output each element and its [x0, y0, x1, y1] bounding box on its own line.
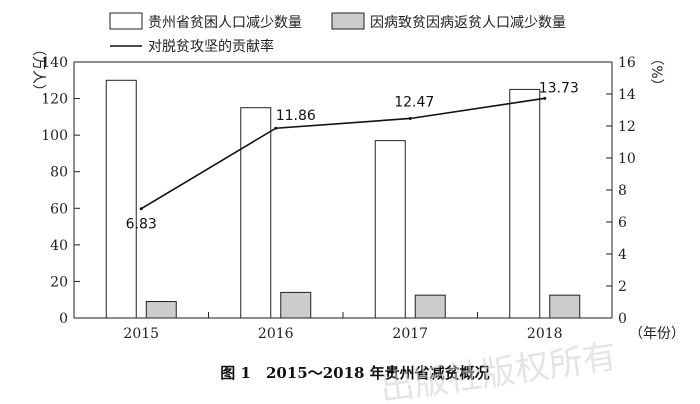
legend-label-illness: 因病致贫因病返贫人口减少数量 — [370, 15, 566, 31]
left-axis-unit: （万人） — [30, 42, 46, 98]
right-tick-label: 2 — [618, 279, 627, 295]
x-tick-label: 2017 — [392, 326, 428, 342]
x-tick-label: 2016 — [258, 326, 294, 342]
x-tick-label: 2018 — [527, 326, 563, 342]
bar-poverty-reduction — [240, 107, 272, 319]
right-tick-label: 6 — [618, 215, 627, 231]
right-tick-label: 16 — [618, 55, 636, 71]
bar-illness-poverty-reduction — [145, 301, 177, 319]
watermark-text: 出版社版权所有 — [378, 337, 619, 404]
legend-swatch-illness — [331, 12, 365, 30]
bar-illness-poverty-reduction — [549, 294, 581, 319]
legend-label-line: 对脱贫攻坚的贡献率 — [148, 38, 274, 55]
left-tick-label: 40 — [50, 238, 68, 254]
legend-label-poverty: 贵州省贫困人口减少数量 — [148, 15, 302, 31]
left-tick-label: 120 — [41, 92, 68, 108]
x-tick-label: 2015 — [123, 326, 159, 342]
contribution-data-label: 13.73 — [539, 80, 579, 96]
left-tick-label: 80 — [50, 165, 68, 181]
right-axis-unit: （%） — [648, 51, 664, 92]
left-tick-label: 100 — [41, 128, 68, 144]
data-labels: 6.83 11.86 12.47 13.73 — [126, 80, 579, 232]
bars — [105, 79, 581, 319]
contribution-data-label: 12.47 — [394, 94, 434, 110]
contribution-point — [543, 96, 547, 100]
left-tick-label: 20 — [50, 274, 68, 290]
contribution-line — [139, 96, 547, 211]
chart-caption: 图 1 2015～2018 年贵州省减贫概况 — [220, 364, 489, 382]
left-tick-label: 60 — [50, 201, 68, 217]
bar-poverty-reduction — [374, 140, 406, 319]
right-tick-label: 8 — [618, 183, 627, 199]
contribution-point — [408, 116, 412, 120]
contribution-point — [274, 126, 278, 130]
axes: 0 20 40 60 80 100 120 140 0 2 4 6 8 10 12 14 16 2015 2016 2… — [30, 42, 685, 342]
contribution-point — [139, 207, 143, 211]
contribution-data-label: 11.86 — [276, 108, 316, 124]
right-tick-label: 4 — [618, 247, 627, 263]
bar-poverty-reduction — [509, 88, 541, 319]
x-axis-unit: （年份） — [629, 326, 685, 342]
bar-illness-poverty-reduction — [414, 294, 446, 319]
right-tick-label: 12 — [618, 119, 636, 135]
bar-illness-poverty-reduction — [280, 291, 312, 319]
bar-poverty-reduction — [105, 79, 137, 319]
legend-swatch-poverty — [109, 12, 143, 30]
left-tick-label: 0 — [59, 311, 68, 327]
right-tick-label: 10 — [618, 151, 636, 167]
left-tick-label: 140 — [41, 55, 68, 71]
right-tick-label: 14 — [618, 87, 636, 103]
right-tick-label: 0 — [618, 311, 627, 327]
contribution-rate-line — [140, 97, 545, 210]
contribution-data-label: 6.83 — [126, 217, 157, 233]
